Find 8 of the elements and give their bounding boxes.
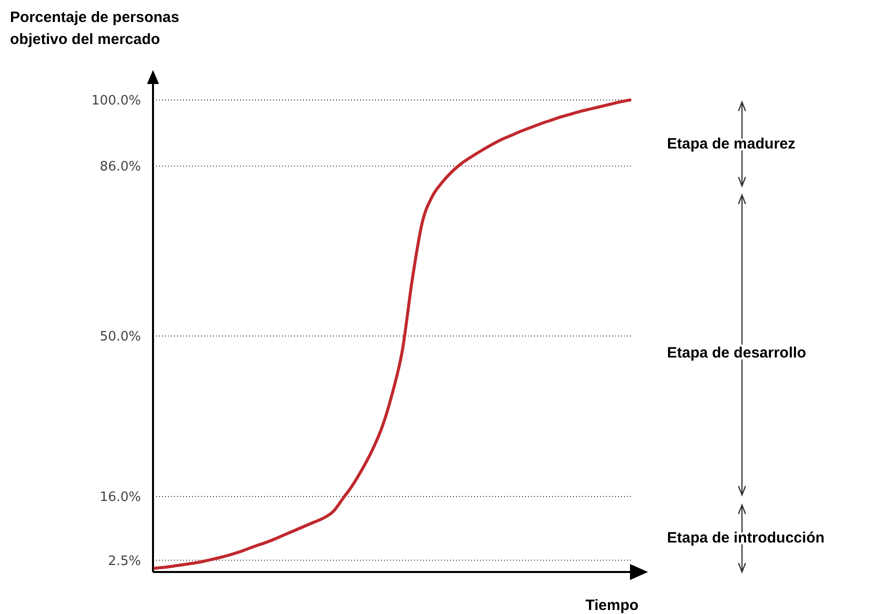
y-tick-label: 16.0% [100,490,141,506]
y-axis-title: Porcentaje de personas objetivo del mercado [10,9,180,48]
y-tick-label: 86.0% [100,160,141,175]
y-tick-label: 2.5% [108,554,141,569]
line-series [154,98,632,570]
y-tick-label: 50.0% [100,330,141,345]
x-axis-title: Tiempo [585,597,639,614]
y-tick-label: 100.0% [91,94,141,109]
